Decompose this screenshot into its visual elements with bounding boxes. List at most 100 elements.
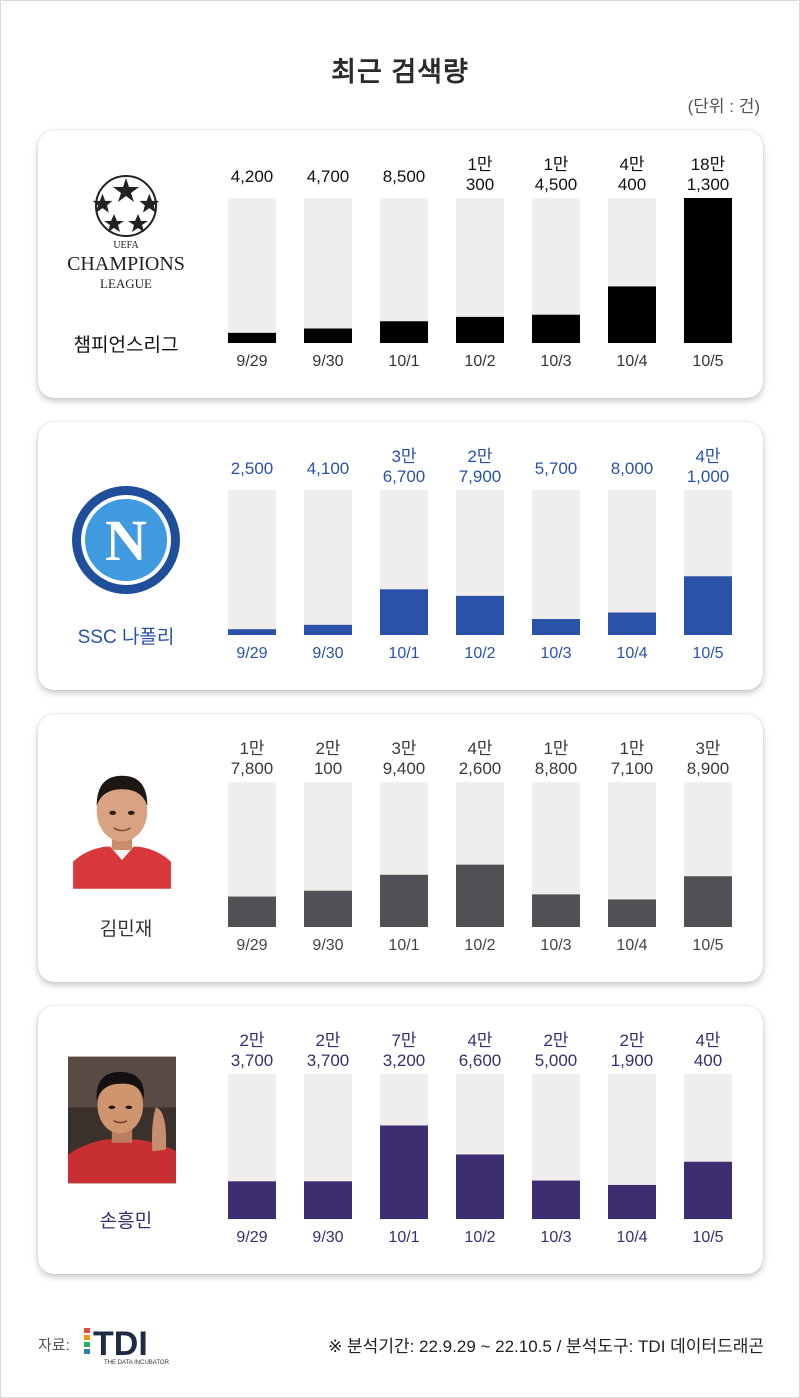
bar-chart-napoli: 2,500 9/29 4,100 9/30 3만6,700 10/1 2만7,900 10/2… [228,447,732,662]
data-label: 1만 [543,739,568,758]
bar [608,1184,656,1219]
tick-label: 10/1 [388,1229,419,1246]
data-label: 8,000 [611,459,654,478]
bar-chart-champions-league: 4,2009/294,7009/308,50010/11만30010/21만4,… [228,155,732,370]
bar [228,1181,276,1219]
data-label: 4,500 [535,175,578,194]
tick-label: 10/3 [540,645,571,662]
data-label: 2만 [619,1031,644,1050]
tick-label: 10/3 [540,353,571,370]
bar [456,1154,504,1219]
data-label: 1만 [239,739,264,758]
bar [228,332,276,343]
data-label: 1만 [543,155,568,174]
data-label: 3만 [391,447,416,466]
tick-label: 10/5 [692,937,723,954]
data-label: 6,700 [383,467,426,486]
page-title: 최근 검색량 [331,57,469,87]
tick-label: 10/2 [464,1229,495,1246]
data-label: 2만 [315,1031,340,1050]
ucl-top-text: UEFA [113,240,139,251]
bar-track [228,198,276,343]
tick-label: 10/4 [616,1229,647,1246]
bar [380,1125,428,1219]
data-label: 2,600 [459,759,502,778]
data-label: 5,000 [535,1051,578,1070]
unit-label: (단위 : 건) [687,97,760,116]
tdi-logo: TDI THE DATA INCUBATOR [84,1325,170,1366]
bar [608,899,656,927]
bar [304,1181,352,1219]
tdi-brand: TDI [93,1325,148,1363]
bar [684,198,732,343]
data-label: 3,200 [383,1051,426,1070]
tick-label: 9/29 [236,645,267,662]
data-label: 3,700 [231,1051,274,1070]
bar [380,589,428,635]
tick-label: 9/29 [236,1229,267,1246]
bar [228,629,276,635]
data-label: 100 [314,759,342,778]
bar [456,595,504,635]
tick-label: 10/4 [616,937,647,954]
data-label: 3만 [695,739,720,758]
series-name: 김민재 [99,919,153,940]
tick-label: 9/30 [312,353,343,370]
data-label: 8,800 [535,759,578,778]
data-label: 4만 [619,155,644,174]
data-label: 1만 [467,155,492,174]
data-label: 8,900 [687,759,730,778]
bar [608,286,656,343]
source-label: 자료: [38,1337,70,1354]
bar [684,1161,732,1219]
bar-track [608,490,656,635]
tick-label: 10/5 [692,353,723,370]
data-label: 3만 [391,739,416,758]
data-label: 7만 [391,1031,416,1050]
data-label: 2만 [543,1031,568,1050]
data-label: 4만 [695,1031,720,1050]
data-label: 2만 [239,1031,264,1050]
bar [380,321,428,343]
data-label: 1만 [619,739,644,758]
data-label: 4만 [467,739,492,758]
bar [228,896,276,927]
champions-league-logo: UEFA CHAMPIONS LEAGUE [67,175,185,291]
napoli-logo: N [72,486,180,594]
bar-track [228,490,276,635]
ucl-sub: LEAGUE [100,276,152,291]
bar [380,874,428,927]
data-label: 1,300 [687,175,730,194]
tick-label: 9/30 [312,645,343,662]
bar [532,1180,580,1219]
tick-label: 9/29 [236,353,267,370]
data-label: 400 [618,175,646,194]
series-name: 챔피언스리그 [73,335,179,356]
data-label: 7,800 [231,759,274,778]
chart-card-son-heung-min: 손흥민 2만 3,700 9/29 2만 3,700 9/30 7만 3,200 10/1 4만 6… [38,1006,763,1274]
data-label: 7,100 [611,759,654,778]
data-label: 1,000 [687,467,730,486]
ucl-name: CHAMPIONS [67,253,185,275]
tick-label: 9/30 [312,937,343,954]
bar-track [304,198,352,343]
data-label: 2만 [315,739,340,758]
data-label: 2,500 [231,459,274,478]
tick-label: 10/4 [616,645,647,662]
tick-label: 10/5 [692,1229,723,1246]
tick-label: 10/5 [692,645,723,662]
data-label: 18만 [691,155,726,174]
tick-label: 10/3 [540,1229,571,1246]
kim-min-jae-photo [68,762,176,889]
bar [532,314,580,343]
data-label: 8,500 [383,167,426,186]
bar-track [532,490,580,635]
bar-track [304,490,352,635]
data-label: 3,700 [307,1051,350,1070]
tick-label: 10/3 [540,937,571,954]
bar [304,624,352,635]
data-label: 1,900 [611,1051,654,1070]
data-label: 6,600 [459,1051,502,1070]
data-label: 4만 [695,447,720,466]
chart-card-kim-min-jae: 김민재 1만 7,800 9/29 2만 100 9/30 3만 9,400 10/1 4만 2,6… [38,714,763,982]
